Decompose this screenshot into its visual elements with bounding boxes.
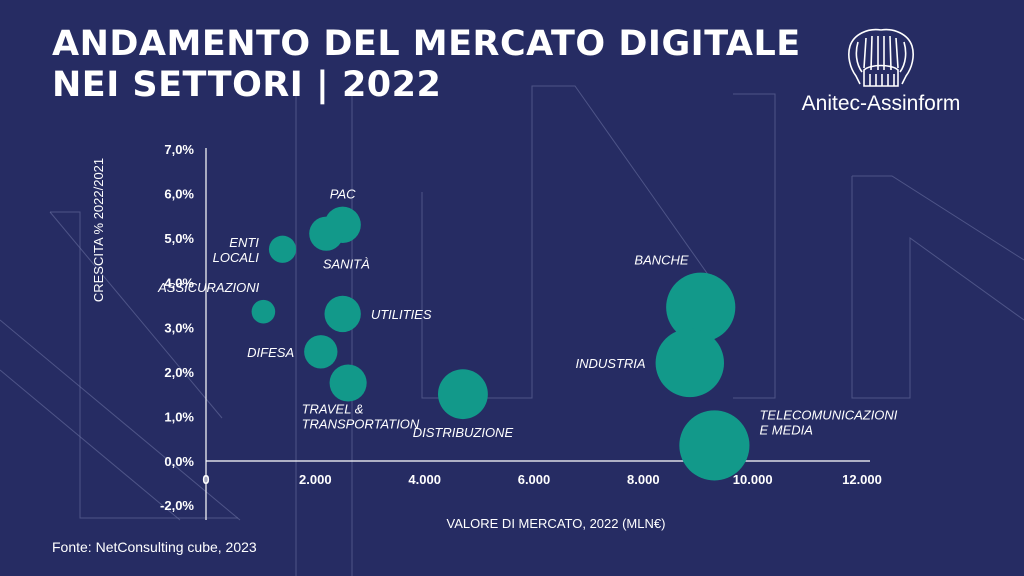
y-tick-label-4: 3,0% [164,320,194,335]
bubble-label-9: INDUSTRIA [576,356,646,371]
bubble-label-line: E MEDIA [759,422,812,437]
x-tick-label-1: 2.000 [299,472,332,487]
y-axis-label: CRESCITA % 2022/2021 [91,158,106,302]
bubble-label-line: LOCALI [213,250,260,265]
x-tick-label-2: 4.000 [408,472,441,487]
bubble-2 [268,235,297,263]
decor-outline-3 [421,85,734,399]
bubble-label-7: DISTRIBUZIONE [413,425,514,440]
bubble-8 [666,272,736,342]
bubble-9 [655,328,725,398]
decor-outline-0 [49,211,223,419]
bubble-label-line: SANITÀ [323,257,370,272]
bubble-10 [679,410,750,481]
x-tick-label-4: 8.000 [627,472,660,487]
bubble-7 [438,369,488,420]
bubble-1 [309,216,344,251]
x-tick-label-6: 12.000 [842,472,882,487]
page-title: ANDAMENTO DEL MERCATO DIGITALE NEI SETTO… [52,24,801,106]
bubble-label-4: UTILITIES [371,307,432,322]
bubble-label-line: PAC [330,187,356,202]
x-axis-label: VALORE DI MERCATO, 2022 (MLN€) [447,516,666,531]
bubble-chart: 7,0% 6,0% 5,0% 4,0% 3,0% 2,0% 1,0% 0,0% -2,0% 0 2.… [91,142,898,531]
logo-text: Anitec-Assinform [801,92,961,115]
bubble-label-10: TELECOMUNICAZIONI E MEDIA [759,407,897,437]
y-tick-label-7: 0,0% [164,454,194,469]
bubble-label-line: DIFESA [247,345,294,360]
bubble-label-3: ASSICURAZIONI [157,280,260,295]
decor-outline-1 [50,211,238,519]
bubble-4 [324,295,361,333]
x-tick-label-5: 10.000 [733,472,773,487]
decor-outline-6 [0,319,241,521]
anitec-assinform-logo: Anitec-Assinform [798,24,964,116]
y-tick-label-5: 2,0% [164,365,194,380]
background-outline-shapes [0,85,1024,576]
source-note: Fonte: NetConsulting cube, 2023 [52,539,257,555]
page-title-line-1: ANDAMENTO DEL MERCATO DIGITALE [52,24,801,64]
bubble-label-line: TELECOMUNICAZIONI [759,407,897,422]
bubble-label-1: SANITÀ [323,257,370,272]
y-tick-label-8: -2,0% [160,498,194,513]
bubble-label-line: TRAVEL & [302,402,364,417]
y-tick-label-6: 1,0% [164,409,194,424]
page-title-line-2: NEI SETTORI | 2022 [52,65,442,105]
bubble-label-line: DISTRIBUZIONE [413,425,514,440]
bubble-label-5: DIFESA [247,345,294,360]
bubble-label-6: TRAVEL & TRANSPORTATION [302,402,420,432]
bubble-label-8: BANCHE [634,253,689,268]
decor-outline-4 [733,93,776,399]
bubble-3 [251,299,276,324]
seal-icon [848,28,914,87]
bubble-label-line: UTILITIES [371,307,432,322]
y-tick-label-1: 6,0% [164,187,194,202]
bubble-label-line: INDUSTRIA [576,356,646,371]
bubble-label-line: ASSICURAZIONI [157,280,260,295]
decor-outline-5 [851,175,1024,399]
bubble-label-0: PAC [330,187,356,202]
bubble-6 [329,364,367,402]
bubble-label-line: ENTI [229,235,259,250]
bubble-label-2: ENTI LOCALI [213,235,260,265]
y-tick-label-0: 7,0% [164,142,194,157]
x-tick-label-0: 0 [202,472,209,487]
x-tick-label-3: 6.000 [518,472,551,487]
bubble-label-line: BANCHE [634,253,689,268]
decor-outline-2 [295,92,353,576]
y-tick-label-2: 5,0% [164,231,194,246]
y-tick-label-3: 4,0% [164,276,194,291]
bubble-5 [304,335,338,369]
bubble-label-line: TRANSPORTATION [302,417,420,432]
